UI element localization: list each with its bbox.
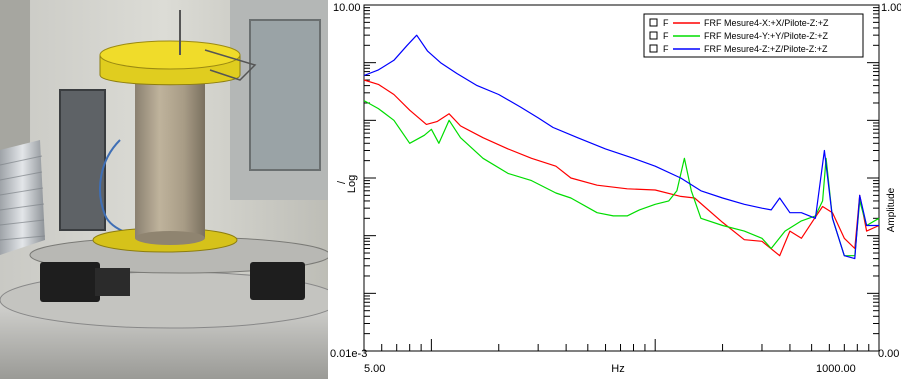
y-axis-label-prefix: / [336, 180, 348, 184]
frf-chart: 10.00 0.01e-3 1.00 0.00 5.00 1000.00 Hz … [330, 0, 901, 379]
y-tick-label-top-right: 1.00 [881, 2, 901, 14]
y-axis-label-right: Amplitude [886, 187, 897, 232]
legend-label-y: FRF Mesure4-Y:+Y/Pilote-Z:+Z [704, 31, 829, 41]
legend-checkbox[interactable] [649, 44, 658, 53]
axis-ticks [363, 7, 880, 352]
legend-checkbox-label: F [663, 31, 669, 41]
legend-entry-x[interactable]: F FRF Mesure4-X:+X/Pilote-Z:+Z [649, 18, 829, 28]
frf-chart-svg: 10.00 0.01e-3 1.00 0.00 5.00 1000.00 Hz … [330, 0, 901, 379]
series-line-x [363, 79, 880, 257]
y-tick-label-bottom-right: 0.00 [878, 348, 899, 360]
specimen-photo [0, 0, 328, 379]
specimen-photo-illustration [0, 0, 328, 379]
x-tick-label-left: 5.00 [364, 363, 385, 375]
y-tick-label-top-left: 10.00 [333, 2, 361, 14]
legend-checkbox[interactable] [649, 31, 658, 40]
series-lines [363, 34, 880, 260]
series-line-z [363, 34, 879, 260]
legend: F FRF Mesure4-X:+X/Pilote-Z:+Z F FRF Mes… [643, 13, 864, 58]
y-axis-label: Log [346, 175, 358, 193]
y-tick-label-bottom-left: 0.01e-3 [330, 348, 367, 360]
legend-label-x: FRF Mesure4-X:+X/Pilote-Z:+Z [704, 18, 829, 28]
legend-label-z: FRF Mesure4-Z:+Z/Pilote-Z:+Z [704, 44, 828, 54]
series-line-y [363, 100, 880, 257]
legend-checkbox-label: F [663, 18, 669, 28]
legend-entry-z[interactable]: F FRF Mesure4-Z:+Z/Pilote-Z:+Z [649, 44, 828, 54]
x-tick-label-right: 1000.00 [816, 363, 856, 375]
legend-checkbox-label: F [663, 44, 669, 54]
legend-entry-y[interactable]: F FRF Mesure4-Y:+Y/Pilote-Z:+Z [649, 31, 829, 41]
legend-checkbox[interactable] [649, 18, 658, 27]
x-axis-label: Hz [611, 363, 624, 375]
